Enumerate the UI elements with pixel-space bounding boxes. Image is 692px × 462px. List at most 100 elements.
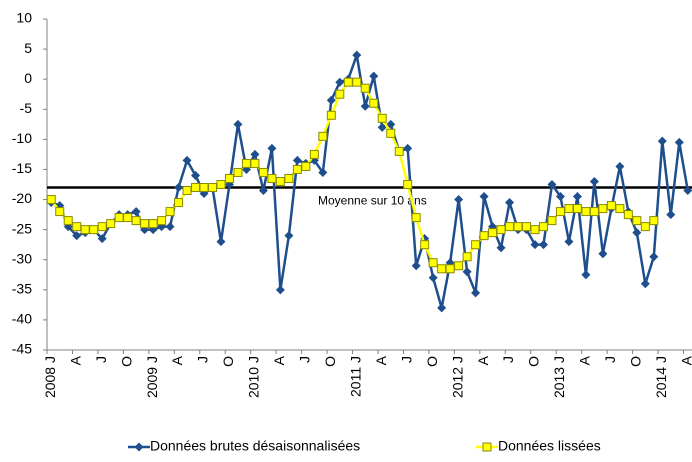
point <box>530 225 540 235</box>
point <box>97 234 107 244</box>
point <box>589 207 599 217</box>
point <box>581 207 591 217</box>
point <box>275 285 285 295</box>
point <box>513 222 523 232</box>
point <box>309 149 319 159</box>
point <box>386 119 396 129</box>
point <box>428 258 438 268</box>
y-tick-label: -15 <box>12 160 32 176</box>
x-tick-label: A <box>577 355 593 365</box>
x-tick-label: O <box>322 356 338 367</box>
point <box>360 101 370 111</box>
point <box>216 180 226 189</box>
point <box>80 225 90 235</box>
point <box>258 186 268 196</box>
point <box>615 161 625 171</box>
x-tick-label: A <box>678 355 692 365</box>
reference-label: Moyenne sur 10 ans <box>318 194 427 208</box>
point <box>352 77 362 87</box>
point <box>454 261 464 271</box>
point <box>428 273 438 283</box>
point <box>479 192 489 202</box>
point <box>369 98 379 108</box>
point <box>335 89 345 99</box>
x-tick-label: J <box>93 356 109 363</box>
point <box>72 231 82 241</box>
point <box>233 167 243 177</box>
point <box>123 213 133 223</box>
point <box>488 228 498 238</box>
point <box>267 173 277 183</box>
x-tick-label: A <box>169 355 185 365</box>
point <box>233 119 243 129</box>
point <box>292 164 302 174</box>
point <box>462 252 472 262</box>
point <box>386 128 396 138</box>
point <box>352 50 362 60</box>
point <box>454 195 464 205</box>
point <box>615 204 625 214</box>
point <box>326 110 336 120</box>
x-tick-label: O <box>220 356 236 367</box>
x-tick-label: 2009 J <box>144 356 160 398</box>
x-tick-label: 2008 J <box>42 356 58 398</box>
point <box>207 183 217 193</box>
point <box>174 198 184 208</box>
point <box>63 216 73 226</box>
point <box>369 71 379 81</box>
legend-marker <box>134 442 144 452</box>
point <box>199 183 209 193</box>
point <box>174 183 184 193</box>
point <box>445 264 455 274</box>
point <box>598 249 608 259</box>
point <box>471 240 481 250</box>
point <box>538 240 548 250</box>
point <box>683 186 692 196</box>
y-tick-label: 0 <box>24 70 32 86</box>
point <box>640 222 650 232</box>
point <box>522 222 532 232</box>
point <box>496 225 506 235</box>
point <box>182 186 192 196</box>
x-tick-label: J <box>500 356 516 363</box>
point <box>335 77 345 87</box>
point <box>216 237 226 247</box>
x-tick-label: A <box>271 355 287 365</box>
x-tick-label: A <box>475 355 491 365</box>
x-tick-label: O <box>118 356 134 367</box>
point <box>572 192 582 202</box>
y-tick-label: -5 <box>20 100 33 116</box>
y-tick-label: 5 <box>24 40 32 56</box>
x-tick-label: O <box>424 356 440 367</box>
x-tick-label: 2012 J <box>449 356 465 398</box>
y-tick-label: 10 <box>16 10 32 26</box>
point <box>547 216 557 226</box>
legend-item: Données brutes désaisonnalisées <box>128 438 360 454</box>
point <box>292 155 302 165</box>
point <box>403 180 413 189</box>
point <box>555 207 565 217</box>
y-tick-label: -40 <box>12 311 32 327</box>
point <box>360 83 370 93</box>
point <box>538 222 548 232</box>
point <box>250 158 260 168</box>
point <box>572 204 582 214</box>
point <box>403 143 413 153</box>
point <box>250 149 260 159</box>
point <box>471 288 481 298</box>
point <box>224 173 234 183</box>
y-tick-label: -30 <box>12 250 32 266</box>
y-tick-label: -10 <box>12 130 32 146</box>
legend-item: Données lissées <box>476 438 601 454</box>
point <box>411 213 421 223</box>
point <box>394 146 404 156</box>
point <box>377 122 387 132</box>
point <box>657 136 667 146</box>
y-tick-label: -25 <box>12 220 32 236</box>
point <box>437 264 447 274</box>
point <box>437 303 447 313</box>
point <box>318 167 328 177</box>
point <box>640 279 650 289</box>
x-tick-label: A <box>373 355 389 365</box>
